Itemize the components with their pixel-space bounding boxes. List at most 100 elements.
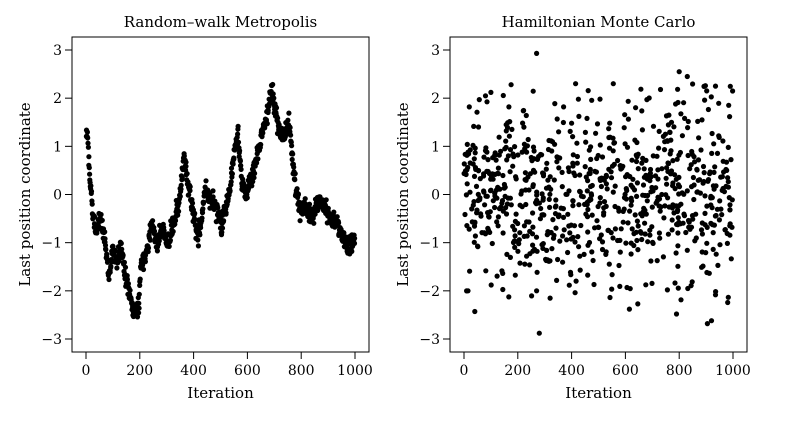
data-point	[700, 263, 706, 269]
data-point	[693, 211, 699, 217]
data-point	[603, 181, 610, 187]
data-point	[551, 232, 557, 238]
y-tick-label: 0	[431, 188, 440, 204]
data-point	[657, 208, 663, 214]
data-point	[503, 205, 509, 211]
data-point	[475, 191, 481, 197]
data-point	[672, 186, 678, 192]
data-point	[712, 213, 719, 219]
data-point	[609, 272, 615, 278]
data-point	[681, 213, 688, 219]
data-point	[493, 157, 499, 163]
data-point	[691, 196, 697, 203]
data-point	[529, 158, 535, 164]
data-point	[288, 132, 294, 138]
data-point	[674, 156, 680, 162]
data-point	[103, 247, 109, 253]
panel-random-walk-metropolis: Random–walk Metropolis 0 200 400 600 800 1000 −…	[16, 13, 373, 402]
data-point	[466, 104, 472, 110]
data-point	[520, 108, 526, 114]
data-point	[551, 177, 557, 183]
y-tick-label: −2	[41, 284, 62, 300]
data-point	[464, 167, 470, 173]
data-point	[704, 321, 711, 327]
data-point	[515, 238, 521, 244]
data-point	[716, 100, 722, 106]
data-point	[484, 99, 490, 105]
data-point	[654, 153, 660, 159]
data-point	[254, 160, 260, 166]
data-point	[712, 83, 719, 89]
data-point	[625, 220, 631, 226]
data-point	[649, 184, 655, 191]
data-point	[88, 188, 95, 194]
data-point	[564, 237, 570, 243]
data-point	[625, 116, 632, 122]
data-point	[547, 204, 553, 210]
data-point	[547, 191, 553, 197]
data-point	[524, 143, 531, 149]
data-point	[663, 175, 669, 181]
data-point	[697, 177, 703, 183]
data-point	[727, 207, 733, 213]
data-point	[726, 102, 732, 108]
data-point	[485, 157, 491, 163]
data-point	[556, 129, 562, 135]
data-point	[585, 88, 591, 94]
data-point	[502, 184, 508, 190]
y-tick-label: 3	[53, 43, 62, 59]
data-point	[238, 162, 244, 169]
data-point	[709, 150, 715, 156]
data-point	[150, 218, 156, 224]
data-point	[470, 202, 476, 208]
data-point	[502, 193, 508, 199]
data-point	[102, 236, 108, 242]
data-point	[270, 91, 276, 97]
data-point	[260, 130, 266, 136]
data-point	[601, 210, 607, 216]
data-point	[470, 142, 476, 148]
data-point	[673, 250, 679, 256]
data-point	[689, 184, 695, 190]
data-point	[691, 154, 697, 160]
data-point	[615, 205, 621, 211]
data-point	[488, 187, 494, 193]
data-point	[657, 235, 663, 241]
data-point	[620, 163, 626, 169]
data-point	[647, 232, 653, 238]
data-point	[510, 239, 517, 246]
data-point	[724, 240, 731, 246]
data-point	[533, 234, 540, 240]
data-point	[606, 126, 612, 132]
data-point	[487, 229, 493, 235]
data-point	[515, 152, 521, 158]
x-tick-label: 200	[126, 363, 153, 379]
data-point	[665, 168, 671, 175]
data-point	[292, 177, 298, 183]
data-point	[610, 189, 616, 195]
data-point	[541, 212, 547, 218]
data-point	[716, 134, 722, 140]
y-tick-label: 0	[53, 188, 62, 204]
data-point	[124, 273, 130, 279]
data-point	[572, 290, 578, 296]
data-point	[494, 195, 500, 201]
data-point	[474, 210, 480, 216]
data-point	[604, 186, 610, 192]
data-point	[506, 294, 512, 300]
data-point	[675, 263, 681, 269]
data-point	[566, 282, 572, 288]
data-point	[623, 240, 629, 246]
data-point	[632, 212, 638, 218]
data-point	[285, 117, 291, 123]
data-point	[560, 259, 566, 265]
data-point	[492, 204, 498, 211]
data-point	[518, 191, 524, 197]
data-point	[210, 194, 216, 200]
x-tick-label: 400	[180, 363, 207, 379]
data-point	[599, 175, 605, 181]
data-point	[563, 191, 569, 197]
data-point	[682, 115, 688, 121]
data-point	[517, 202, 523, 208]
data-point	[568, 272, 574, 278]
